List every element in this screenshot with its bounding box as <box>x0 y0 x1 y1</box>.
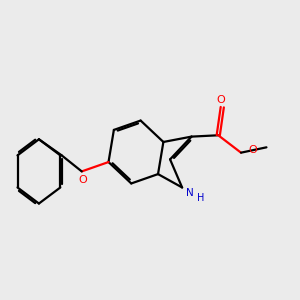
Text: N: N <box>186 188 194 198</box>
Text: O: O <box>78 175 87 185</box>
Text: H: H <box>196 193 204 203</box>
Text: O: O <box>217 95 225 105</box>
Text: O: O <box>248 145 256 155</box>
